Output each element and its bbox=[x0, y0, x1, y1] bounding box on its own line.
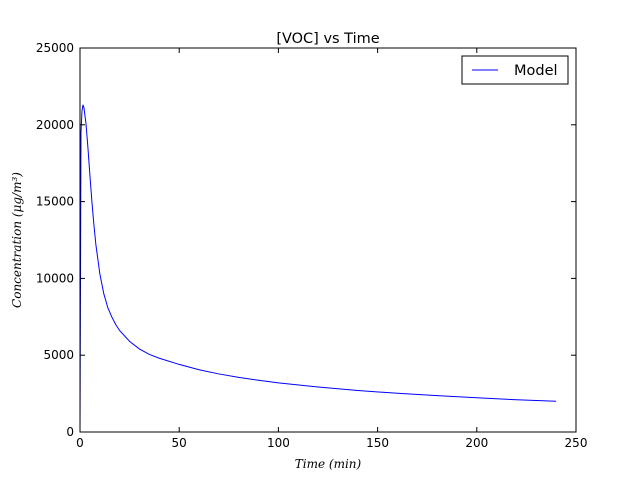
y-tick-label: 20000 bbox=[36, 118, 74, 132]
x-tick-label: 150 bbox=[366, 436, 389, 450]
legend-label-model: Model bbox=[514, 63, 558, 79]
series-layer bbox=[79, 104, 557, 433]
plot-area bbox=[80, 48, 576, 432]
series-line-model bbox=[79, 104, 557, 433]
y-tick-label: 5000 bbox=[43, 348, 74, 362]
ticks-layer: 0 50 100 150 200 250 0 5000 10000 15000 20000 25000 bbox=[36, 41, 588, 450]
plot-frame bbox=[79, 47, 577, 433]
y-axis-label: Concentration (μg/m³) bbox=[10, 172, 24, 308]
x-tick-label: 250 bbox=[565, 436, 588, 450]
x-tick-label: 50 bbox=[172, 436, 187, 450]
x-tick-label: 200 bbox=[465, 436, 488, 450]
chart-title: [VOC] vs Time bbox=[276, 31, 379, 47]
y-tick-label: 25000 bbox=[36, 41, 74, 55]
x-tick-label: 0 bbox=[76, 436, 84, 450]
x-axis-label: Time (min) bbox=[295, 457, 362, 471]
legend: Model bbox=[461, 55, 569, 85]
y-tick-label: 10000 bbox=[36, 271, 74, 285]
y-tick-label: 15000 bbox=[36, 195, 74, 209]
x-tick-label: 100 bbox=[267, 436, 290, 450]
y-tick-label: 0 bbox=[66, 425, 74, 439]
legend-box bbox=[461, 55, 569, 85]
